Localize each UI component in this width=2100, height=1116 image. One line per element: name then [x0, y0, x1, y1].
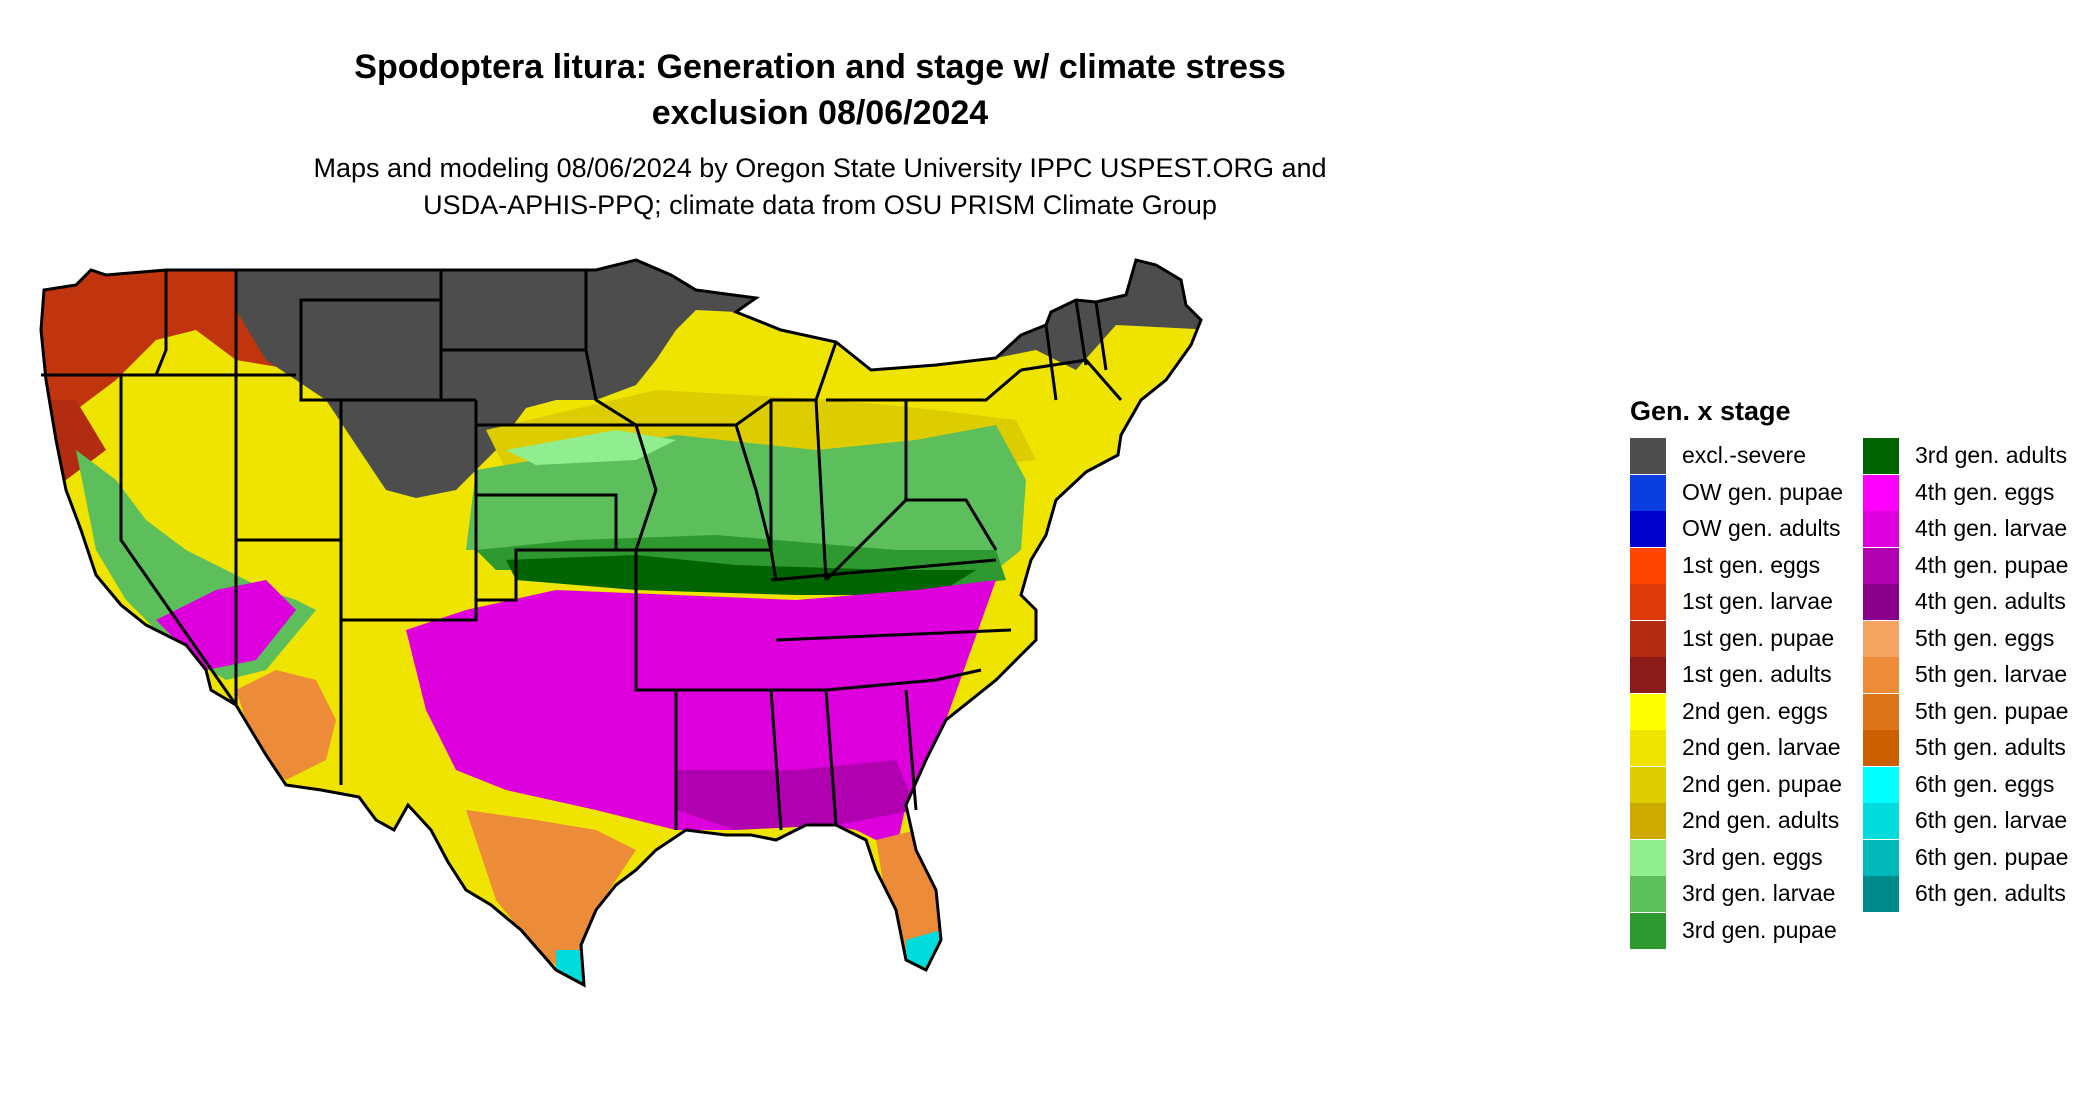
legend-swatch: [1863, 620, 1899, 657]
legend-swatch: [1630, 620, 1666, 657]
legend-swatch: [1630, 584, 1666, 620]
legend-label: 2nd gen. larvae: [1682, 734, 1841, 760]
legend-swatch: [1630, 912, 1666, 949]
stage-zones: [41, 260, 1201, 985]
map-title-line2: exclusion 08/06/2024: [651, 94, 989, 132]
legend-label: 1st gen. adults: [1682, 661, 1832, 687]
legend-swatch: [1630, 766, 1666, 803]
legend-label: OW gen. pupae: [1682, 478, 1844, 505]
legend-swatch: [1630, 438, 1666, 474]
legend-swatch: [1863, 438, 1899, 474]
legend-swatch: [1630, 547, 1666, 584]
legend-label: 1st gen. pupae: [1682, 624, 1835, 651]
state-borders: [39, 258, 1203, 988]
legend-label: OW gen. adults: [1682, 515, 1841, 541]
legend-label: 5th gen. adults: [1915, 734, 2066, 760]
legend-swatch: [1863, 511, 1899, 547]
legend-label: 2nd gen. eggs: [1682, 697, 1828, 724]
legend-swatch: [1863, 547, 1899, 584]
legend-label: 4th gen. eggs: [1915, 478, 2055, 505]
legend-label: 2nd gen. adults: [1682, 807, 1840, 833]
legend-label: 2nd gen. pupae: [1682, 770, 1842, 797]
legend-label: 3rd gen. pupae: [1682, 916, 1837, 943]
legend-swatch: [1863, 839, 1899, 876]
legend-label: 4th gen. larvae: [1915, 515, 2068, 541]
legend-label: 5th gen. eggs: [1915, 624, 2055, 651]
legend-swatch: [1863, 584, 1899, 620]
legend-swatch: [1863, 730, 1899, 766]
legend-swatch: [1863, 657, 1899, 693]
legend-label: 3rd gen. larvae: [1682, 880, 1836, 906]
legend-label: 6th gen. eggs: [1915, 770, 2055, 797]
map-title: Spodoptera litura: Generation and stage …: [130, 44, 1510, 136]
legend-label: excl.-severe: [1682, 442, 1806, 468]
legend-swatch: [1863, 474, 1899, 511]
legend-label: 3rd gen. adults: [1915, 442, 2068, 468]
legend-label: 4th gen. pupae: [1915, 551, 2069, 578]
legend-label: 6th gen. larvae: [1915, 807, 2068, 833]
legend-label: 5th gen. larvae: [1915, 661, 2068, 687]
legend-label: 4th gen. adults: [1915, 588, 2066, 614]
legend-swatch: [1630, 730, 1666, 766]
legend-label: 6th gen. adults: [1915, 880, 2066, 906]
legend-label: 5th gen. pupae: [1915, 697, 2069, 724]
legend-swatch: [1863, 693, 1899, 730]
legend-label: 1st gen. larvae: [1682, 588, 1833, 614]
legend-swatch: [1630, 511, 1666, 547]
map-subtitle-line2: USDA-APHIS-PPQ; climate data from OSU PR…: [423, 190, 1217, 220]
us-generation-map: [39, 258, 1203, 988]
legend-swatch: [1630, 803, 1666, 839]
map-title-line1: Spodoptera litura: Generation and stage …: [354, 48, 1286, 86]
legend-title: Gen. x stage: [1630, 396, 1791, 426]
map-subtitle: Maps and modeling 08/06/2024 by Oregon S…: [130, 150, 1510, 224]
legend-label: 1st gen. eggs: [1682, 551, 1821, 578]
legend-label: 6th gen. pupae: [1915, 843, 2069, 870]
legend-swatch: [1863, 803, 1899, 839]
legend-swatch: [1863, 766, 1899, 803]
legend-label: 3rd gen. eggs: [1682, 843, 1823, 870]
legend-swatch: [1630, 693, 1666, 730]
legend-swatch: [1863, 876, 1899, 912]
legend-swatch: [1630, 657, 1666, 693]
legend-swatch: [1630, 839, 1666, 876]
legend-swatch: [1630, 876, 1666, 912]
legend-swatch: [1630, 474, 1666, 511]
map-subtitle-line1: Maps and modeling 08/06/2024 by Oregon S…: [313, 153, 1327, 183]
